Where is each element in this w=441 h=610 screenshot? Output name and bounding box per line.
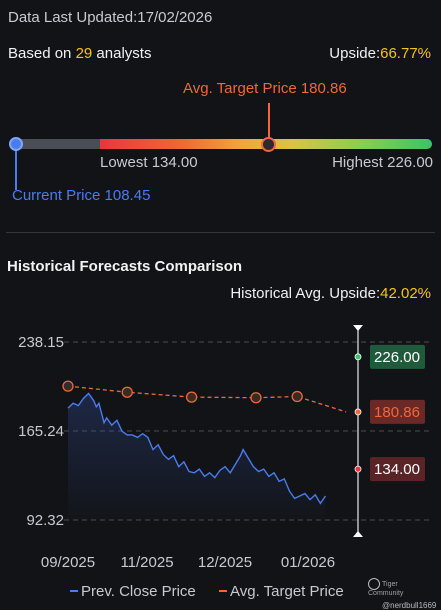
y-tick-label: 165.24	[18, 423, 64, 440]
forecast-badge	[370, 344, 425, 369]
analysts-suffix: analysts	[92, 45, 152, 62]
upside-text: Upside:66.77%	[329, 45, 431, 62]
chart-cursor[interactable]	[353, 325, 363, 537]
forecast-badge	[370, 457, 425, 482]
analysts-count: 29	[75, 45, 93, 62]
upside-value: 66.77%	[380, 45, 431, 62]
legend-prev-close-label: Prev. Close Price	[81, 583, 196, 600]
historical-upside-prefix: Historical Avg. Upside:	[230, 285, 381, 302]
forecast-badge-label: 134.00	[374, 461, 420, 478]
price-range-bar	[10, 139, 432, 149]
legend-avg-target[interactable]: Avg. Target Price	[219, 583, 344, 600]
x-axis-labels: 09/2025 11/2025 12/2025 01/2026	[41, 554, 335, 571]
avg-target-point	[62, 380, 74, 392]
forecast-markers: 226.00 180.86 134.00	[354, 344, 425, 482]
historical-upside-text: Historical Avg. Upside:42.02%	[230, 285, 431, 302]
y-tick-label: 238.15	[18, 334, 64, 351]
legend-line-icon	[70, 590, 78, 593]
cursor-bottom-arrow[interactable]	[353, 531, 363, 537]
updated-prefix: Data Last Updated:	[8, 9, 138, 26]
avg-target-point	[185, 391, 198, 403]
avg-target-stem	[268, 103, 270, 137]
analyst-count-text: Based on 29 analysts	[8, 45, 151, 62]
forecast-dot	[354, 353, 362, 361]
price-area-fill	[68, 393, 326, 520]
x-tick-label: 12/2025	[198, 554, 252, 571]
avg-target-marker	[261, 137, 276, 152]
forecast-dot	[354, 408, 362, 416]
watermark: Tiger Community @nerdbull1669	[368, 578, 437, 610]
lowest-label: Lowest 134.00	[100, 154, 198, 171]
avg-target-point	[121, 386, 133, 398]
legend-avg-target-label: Avg. Target Price	[230, 583, 344, 600]
forecast-dot	[354, 465, 362, 473]
current-price-label: Current Price 108.45	[12, 187, 151, 204]
tiger-logo-icon	[368, 578, 380, 590]
avg-target-point	[250, 392, 262, 404]
y-axis-labels: 238.15 165.24 92.32	[18, 334, 64, 529]
avg-target-point	[291, 390, 303, 403]
avg-target-line	[67, 385, 347, 413]
analysts-prefix: Based on	[8, 45, 76, 62]
watermark-user: @nerdbull1669	[382, 601, 437, 610]
y-tick-label: 92.32	[26, 512, 64, 529]
historical-upside-value: 42.02%	[380, 285, 431, 302]
forecast-badge-label: 180.86	[374, 404, 420, 421]
x-tick-label: 09/2025	[41, 554, 95, 571]
current-price-marker	[9, 137, 23, 151]
cursor-top-arrow[interactable]	[353, 325, 363, 331]
forecast-badge-label: 226.00	[374, 349, 420, 366]
x-tick-label: 11/2025	[120, 554, 173, 571]
historical-forecasts-title: Historical Forecasts Comparison	[7, 258, 243, 275]
highest-label: Highest 226.00	[332, 154, 433, 171]
current-price-stem	[15, 150, 17, 190]
prev-close-line	[67, 392, 327, 505]
updated-date: 17/02/2026	[137, 9, 213, 26]
section-divider	[6, 232, 435, 233]
legend-prev-close[interactable]: Prev. Close Price	[70, 583, 196, 600]
watermark-brand: Tiger Community	[368, 580, 404, 597]
forecast-badge	[370, 399, 425, 424]
avg-target-label: Avg. Target Price 180.86	[183, 80, 347, 97]
upside-prefix: Upside:	[329, 45, 381, 62]
x-tick-label: 01/2026	[281, 554, 335, 571]
data-last-updated: Data Last Updated:17/02/2026	[8, 9, 212, 26]
legend-dash-icon	[219, 590, 227, 593]
chart-series	[62, 380, 347, 520]
